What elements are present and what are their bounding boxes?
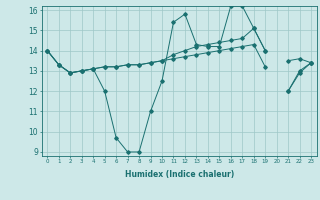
- X-axis label: Humidex (Indice chaleur): Humidex (Indice chaleur): [124, 170, 234, 179]
